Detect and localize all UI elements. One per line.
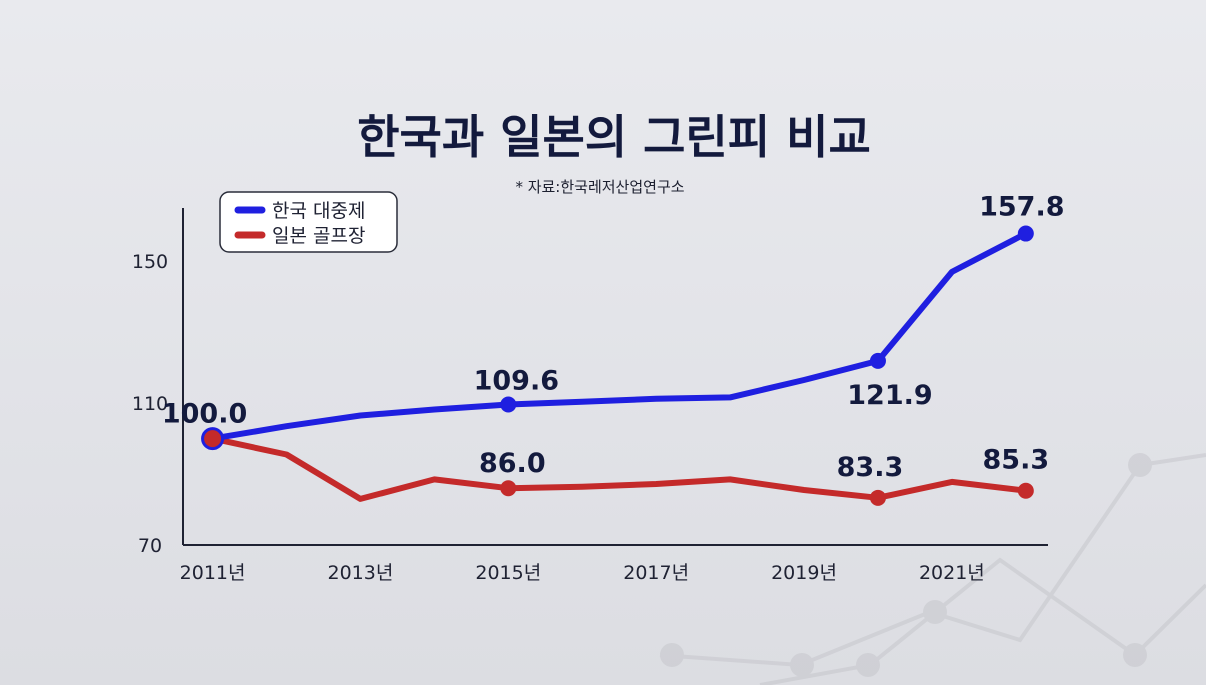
data-label: 157.8 [979, 192, 1064, 223]
x-tick-label: 2021년 [919, 562, 985, 584]
data-label: 83.3 [837, 452, 904, 483]
series-1-point [500, 480, 517, 497]
y-tick-label: 110 [132, 393, 168, 415]
data-label: 100.0 [162, 399, 247, 430]
decor-line [759, 557, 1206, 685]
series-line-0 [209, 230, 1029, 442]
series-0-point [500, 396, 517, 413]
chart-title: 한국과 일본의 그린피 비교 [357, 110, 871, 164]
legend-label-japan: 일본 골프장 [272, 225, 365, 247]
data-label: 109.6 [474, 366, 559, 397]
series-1-point [869, 489, 886, 506]
series-origin-point [201, 427, 225, 451]
series-1-point [1017, 482, 1034, 499]
y-tick-label: 150 [132, 251, 168, 273]
data-label-layer: 100.0 109.6 121.9 157.8 86.0 83.3 85.3 [162, 192, 1065, 483]
x-tick-label: 2013년 [328, 562, 394, 584]
x-tick-label: 2017년 [623, 562, 689, 584]
decor-dot [856, 653, 880, 677]
y-tick-label: 70 [138, 535, 162, 557]
decor-dot [1128, 453, 1152, 477]
data-label: 86.0 [479, 448, 546, 479]
decor-dot [1123, 643, 1147, 667]
series-line-1 [209, 435, 1029, 502]
background-decoration [659, 453, 1206, 685]
x-tick-label: 2015년 [475, 562, 541, 584]
decor-dot [790, 653, 814, 677]
series-0-point [1017, 225, 1034, 242]
chart-source: * 자료:한국레저산업연구소 [515, 178, 684, 196]
data-label: 85.3 [983, 445, 1050, 476]
legend: 한국 대중제 일본 골프장 [219, 191, 398, 253]
decor-dot [660, 643, 684, 667]
x-tick-label: 2011년 [180, 562, 246, 584]
x-tick-labels: 2011년 2013년 2015년 2017년 2019년 2021년 [180, 562, 985, 584]
series-0-point [869, 352, 886, 369]
x-tick-label: 2019년 [771, 562, 837, 584]
decor-dot [923, 600, 947, 624]
y-tick-labels: 70 110 150 [132, 251, 168, 557]
data-label: 121.9 [847, 380, 932, 411]
legend-label-korea: 한국 대중제 [272, 200, 365, 222]
series-layer [201, 225, 1034, 506]
